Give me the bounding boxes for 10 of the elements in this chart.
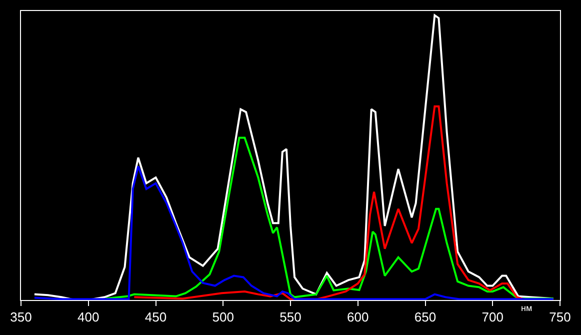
x-tick-label: 500 bbox=[212, 310, 234, 325]
x-tick-label: 600 bbox=[347, 310, 369, 325]
x-tick-label: 450 bbox=[144, 310, 167, 325]
x-tick-label: 400 bbox=[78, 310, 100, 325]
x-tick-label: 650 bbox=[414, 310, 436, 325]
x-axis-title: нм bbox=[521, 303, 532, 313]
x-tick-label: 750 bbox=[549, 310, 571, 325]
x-tick-label: 350 bbox=[10, 310, 32, 325]
x-tick-label: 550 bbox=[280, 310, 302, 325]
x-tick-label: 700 bbox=[482, 310, 504, 325]
